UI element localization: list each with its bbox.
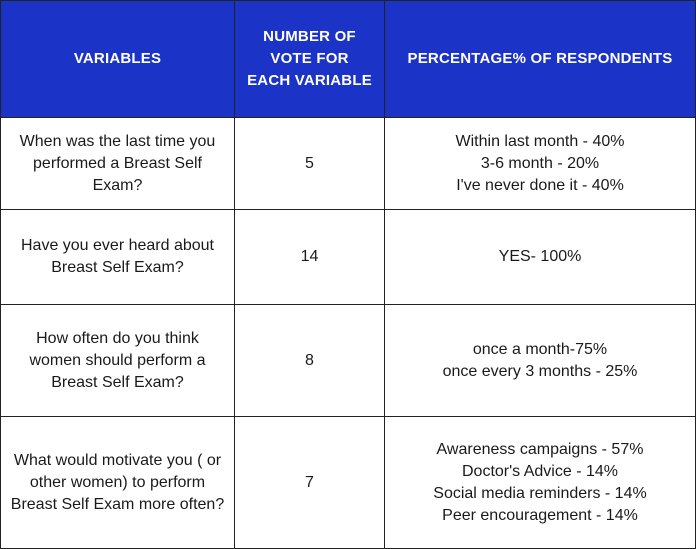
percentage-line: 3-6 month - 20% xyxy=(480,154,600,172)
votes-cell: 5 xyxy=(234,117,385,210)
question-cell: Have you ever heard about Breast Self Ex… xyxy=(0,209,235,305)
percentage-line: Peer encouragement - 14% xyxy=(442,506,638,524)
percentage-line: Social media reminders - 14% xyxy=(433,484,647,502)
question-text: What would motivate you ( or other women… xyxy=(10,451,225,513)
percentage-cell: Within last month - 40% 3-6 month - 20% … xyxy=(384,117,696,210)
header-percentage: PERCENTAGE% OF RESPONDENTS xyxy=(384,0,696,118)
votes-cell: 7 xyxy=(234,416,385,549)
votes-cell: 14 xyxy=(234,209,385,305)
question-text: How often do you think women should perf… xyxy=(29,329,206,391)
table-row: What would motivate you ( or other women… xyxy=(0,416,696,549)
header-row: VARIABLES NUMBER OF VOTE FOR EACH VARIAB… xyxy=(0,0,696,118)
table-row: How often do you think women should perf… xyxy=(0,304,696,417)
percentage-line: Within last month - 40% xyxy=(455,132,625,150)
percentage-line: Doctor's Advice - 14% xyxy=(461,462,618,480)
percentage-line: Awareness campaigns - 57% xyxy=(436,440,644,458)
percentage-line: once every 3 months - 25% xyxy=(442,362,638,380)
question-cell: What would motivate you ( or other women… xyxy=(0,416,235,549)
question-cell: How often do you think women should perf… xyxy=(0,304,235,417)
votes-cell: 8 xyxy=(234,304,385,417)
percentage-cell: once a month-75% once every 3 months - 2… xyxy=(384,304,696,417)
percentage-line: I've never done it - 40% xyxy=(456,176,624,194)
question-text: When was the last time you performed a B… xyxy=(19,132,216,194)
table-row: Have you ever heard about Breast Self Ex… xyxy=(0,209,696,305)
percentage-line: YES- 100% xyxy=(498,248,582,265)
header-votes: NUMBER OF VOTE FOR EACH VARIABLE xyxy=(234,0,385,118)
question-text: Have you ever heard about Breast Self Ex… xyxy=(20,237,214,276)
header-variables: VARIABLES xyxy=(0,0,235,118)
percentage-line: once a month-75% xyxy=(472,340,608,358)
percentage-cell: Awareness campaigns - 57% Doctor's Advic… xyxy=(384,416,696,549)
question-cell: When was the last time you performed a B… xyxy=(0,117,235,210)
percentage-cell: YES- 100% xyxy=(384,209,696,305)
header-votes-label: NUMBER OF VOTE FOR EACH VARIABLE xyxy=(247,28,372,89)
table-row: When was the last time you performed a B… xyxy=(0,117,696,210)
